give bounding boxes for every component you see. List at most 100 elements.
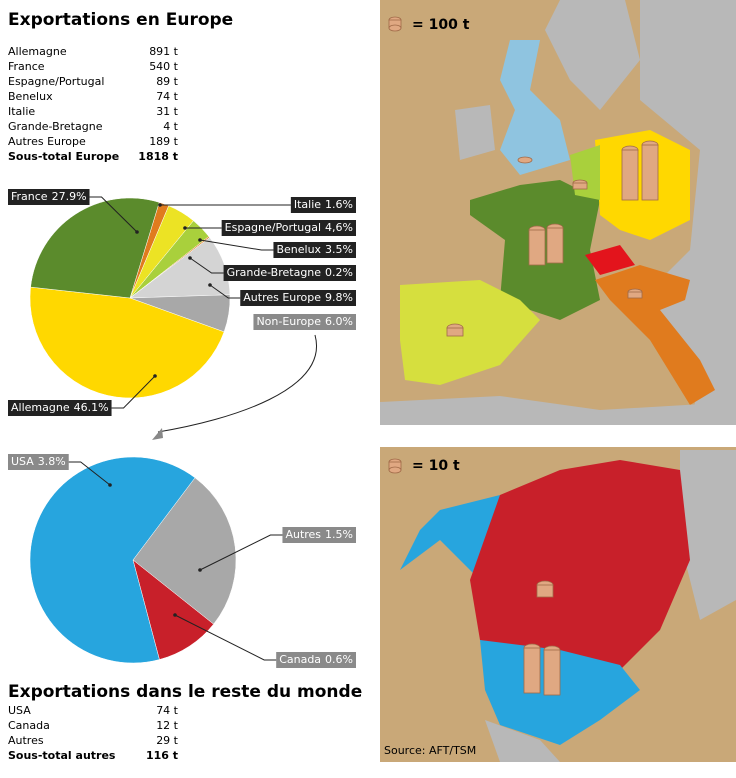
row-value: 29 t (156, 734, 178, 747)
label-box (282, 527, 356, 543)
row-value: 189 t (149, 135, 178, 148)
row-value: 74 t (156, 90, 178, 103)
slice-label: Non-Europe 6.0% (253, 314, 356, 330)
leader-dot (108, 483, 112, 487)
row-label: France (8, 60, 45, 73)
label-value: 0.6% (325, 653, 353, 666)
label-name: Grande-Bretagne (227, 266, 322, 279)
total-value: 1818 t (138, 150, 178, 163)
source-note: Source: AFT/TSM (384, 744, 476, 757)
label-text: Grande-Bretagne 0.2% (227, 266, 353, 279)
label-text: Espagne/Portugal 4,6% (225, 221, 353, 234)
pie-slice (29, 286, 225, 399)
label-name: Benelux (276, 243, 321, 256)
leader-dot (158, 203, 162, 207)
label-box (273, 242, 356, 258)
label-text: Italie 1.6% (294, 198, 353, 211)
label-name: Canada (279, 653, 321, 666)
label-box (223, 265, 356, 281)
slice-label: Autres Europe 9.8% (240, 290, 356, 306)
row-label: Espagne/Portugal (8, 75, 104, 88)
label-name: Espagne/Portugal (225, 221, 321, 234)
row-value: 74 t (156, 704, 178, 717)
row-value: 12 t (156, 719, 178, 732)
pie (29, 456, 237, 664)
arrow-head (152, 428, 163, 440)
leader-line (199, 239, 274, 251)
leader-dot (198, 568, 202, 572)
row-label: Benelux (8, 90, 53, 103)
row-value: 89 t (156, 75, 178, 88)
label-text: Canada 0.6% (279, 653, 353, 666)
label-name: Autres Europe (243, 291, 321, 304)
label-value: 27.9% (52, 190, 87, 203)
label-value: 0.2% (325, 266, 353, 279)
leader-line (89, 196, 138, 233)
row-label: Allemagne (8, 45, 67, 58)
connector-arrow (157, 334, 317, 433)
europe-map (380, 0, 736, 425)
label-box (290, 197, 356, 213)
label-box (8, 189, 90, 205)
label-box (221, 220, 356, 236)
leader-dot (173, 613, 177, 617)
slice-label: Espagne/Portugal 4,6% (221, 220, 356, 236)
row-label: Canada (8, 719, 50, 732)
row-label: Italie (8, 105, 35, 118)
label-box (276, 652, 356, 668)
label-text: Autres 1.5% (285, 528, 353, 541)
slice-label: Canada 0.6% (276, 652, 356, 668)
label-value: 1.5% (325, 528, 353, 541)
row-label: Autres (8, 734, 44, 747)
label-text: Benelux 3.5% (276, 243, 353, 256)
label-name: Italie (294, 198, 321, 211)
leader-line (199, 534, 283, 571)
row-label: Autres Europe (8, 135, 86, 148)
label-value: 1.6% (325, 198, 353, 211)
row-value: 4 t (163, 120, 178, 133)
label-box (8, 454, 69, 470)
pie-slice (132, 477, 237, 625)
total-value: 116 t (146, 749, 178, 762)
leader-dot (188, 256, 192, 260)
label-value: 3.5% (325, 243, 353, 256)
slice-label: France 27.9% (8, 189, 90, 205)
label-value: 6.0% (325, 315, 353, 328)
leader-line (209, 284, 241, 299)
label-text: USA 3.8% (11, 455, 66, 468)
label-value: 46.1% (74, 401, 109, 414)
america-map (380, 447, 736, 762)
pie (29, 197, 231, 399)
label-value: 9.8% (325, 291, 353, 304)
leader-dot (208, 283, 212, 287)
label-name: Autres (285, 528, 321, 541)
label-box (8, 400, 112, 416)
label-text: Allemagne 46.1% (11, 401, 109, 414)
table-title: Exportations dans le reste du monde (8, 682, 362, 702)
label-name: Allemagne (11, 401, 70, 414)
label-text: Non-Europe 6.0% (256, 315, 353, 328)
slice-label: Grande-Bretagne 0.2% (223, 265, 356, 281)
label-value: 4,6% (325, 221, 353, 234)
row-value: 31 t (156, 105, 178, 118)
leader-dot (198, 238, 202, 242)
label-text: France 27.9% (11, 190, 87, 203)
row-value: 540 t (149, 60, 178, 73)
label-box (240, 290, 356, 306)
table-title: Exportations en Europe (8, 10, 233, 30)
row-label: Grande-Bretagne (8, 120, 103, 133)
row-value: 891 t (149, 45, 178, 58)
leader-line (189, 257, 224, 274)
slice-label: Benelux 3.5% (273, 242, 356, 258)
leader-line (68, 461, 111, 486)
total-label: Sous-total autres (8, 749, 116, 762)
slice-label: Autres 1.5% (282, 527, 356, 543)
label-name: Non-Europe (256, 315, 321, 328)
leader-dot (135, 230, 139, 234)
leader-line (111, 375, 156, 409)
slice-label: Allemagne 46.1% (8, 400, 112, 416)
pie-slice (29, 456, 196, 664)
leader-line (174, 614, 277, 661)
total-label: Sous-total Europe (8, 150, 119, 163)
